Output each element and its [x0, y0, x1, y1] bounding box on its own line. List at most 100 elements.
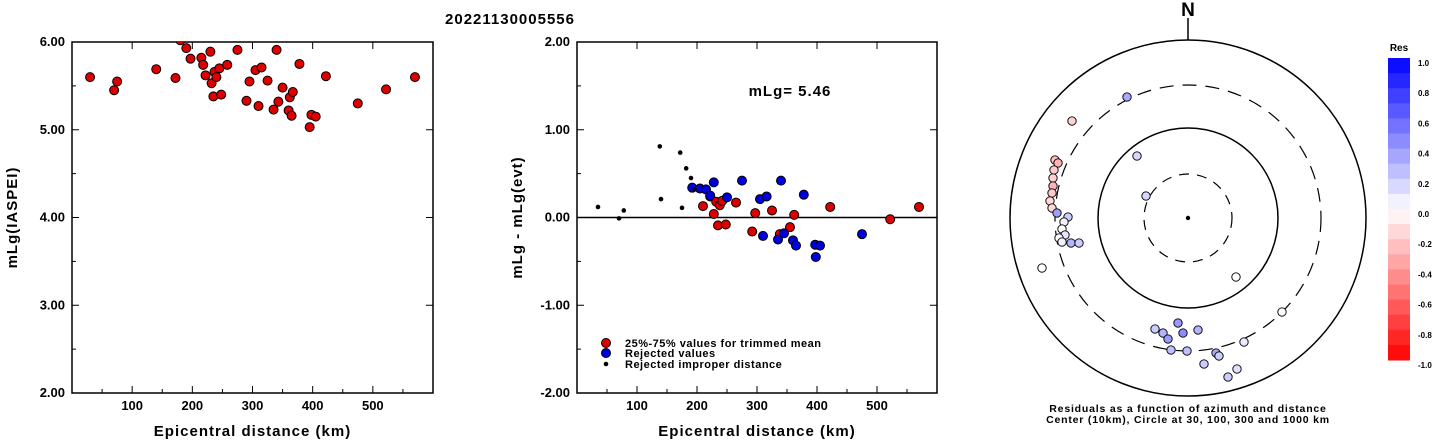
- colorbar-band: [1388, 329, 1410, 346]
- residual-point: [1052, 208, 1062, 218]
- colorbar-band: [1388, 58, 1410, 74]
- residual-point: [1132, 151, 1142, 161]
- data-point: [253, 101, 264, 112]
- residual-vs-distance-plot: 100 200 300 400 500 -2.00 -1.00 0.00 1.00 2.00 Epi…: [509, 34, 938, 440]
- residual-point: [1141, 191, 1151, 201]
- polar-caption-line1: Residuals as a function of azimuth and d…: [1049, 403, 1326, 415]
- data-point: [109, 85, 120, 96]
- colorbar-band: [1388, 314, 1410, 331]
- data-point: [170, 72, 181, 83]
- rejected-point: [779, 228, 789, 239]
- colorbar-band: [1388, 163, 1410, 180]
- colorbar-band: [1388, 254, 1410, 270]
- colorbar-tick-label: 0.8: [1418, 89, 1430, 98]
- residual-point: [1057, 237, 1067, 247]
- data-point: [181, 43, 192, 54]
- data-point: [112, 76, 123, 87]
- colorbar-band: [1388, 118, 1410, 134]
- data-point: [287, 87, 298, 98]
- legend-marker: [601, 338, 611, 348]
- residual-point: [1193, 325, 1203, 335]
- residual-point: [1049, 165, 1059, 175]
- rejected-point: [815, 240, 825, 251]
- y-tick-label: 6.00: [40, 34, 65, 49]
- y-axis-label: mLg - mLg(evt): [509, 156, 526, 278]
- data-point: [304, 122, 315, 133]
- data-point: [310, 111, 321, 122]
- trimmed-mean-point: [708, 208, 719, 219]
- data-point: [256, 62, 267, 73]
- rejected-point: [737, 175, 747, 186]
- residual-point: [1163, 334, 1173, 344]
- data-point: [222, 59, 233, 70]
- colorbar-tick-label: 0.6: [1418, 119, 1430, 128]
- x-tick-label: 200: [181, 398, 203, 413]
- trimmed-mean-point: [731, 197, 741, 208]
- rejected-point: [773, 234, 783, 245]
- x-axis-label: Epicentral distance (km): [154, 423, 351, 440]
- improper-distance-point: [616, 216, 622, 221]
- improper-distance-point: [679, 205, 685, 211]
- residual-point: [1199, 359, 1209, 369]
- ring-30km: [1143, 173, 1233, 263]
- colorbar-band: [1388, 148, 1410, 165]
- colorbar-band: [1388, 178, 1410, 195]
- colorbar-tick-label: -0.2: [1418, 240, 1432, 249]
- x-tick-label: 500: [362, 398, 384, 413]
- colorbar-tick-label: -0.8: [1418, 331, 1432, 340]
- residual-point: [1223, 372, 1233, 382]
- data-point: [241, 95, 252, 106]
- colorbar-tick-label: -0.4: [1418, 270, 1432, 279]
- data-points: [85, 42, 420, 133]
- x-axis-label: Epicentral distance (km): [658, 423, 855, 440]
- colorbar-band: [1388, 284, 1410, 301]
- residual-point: [1232, 364, 1242, 374]
- data-point: [262, 75, 273, 86]
- y-tick-label: -1.00: [540, 297, 570, 312]
- data-point: [286, 110, 297, 121]
- colorbar-band: [1388, 193, 1410, 210]
- figure-title: 20221130005556: [445, 11, 575, 28]
- data-point: [216, 89, 227, 100]
- data-point: [294, 58, 305, 69]
- legend: 25%-75% values for trimmed meanRejected …: [601, 338, 821, 371]
- residual-point: [1239, 337, 1249, 347]
- data-point: [175, 42, 185, 46]
- x-tick-label: 300: [746, 398, 768, 413]
- y-tick-label: 5.00: [40, 122, 65, 137]
- data-point: [200, 70, 211, 81]
- improper-distance-point: [683, 166, 689, 171]
- rejected-point: [722, 192, 732, 203]
- colorbar-band: [1388, 224, 1410, 240]
- improper-distance-point: [657, 144, 663, 149]
- residual-point: [1182, 346, 1192, 356]
- trimmed-mean-point: [885, 214, 896, 225]
- data-point: [273, 96, 284, 107]
- trimmed-mean-point: [698, 201, 708, 212]
- residual-point: [1122, 92, 1132, 102]
- trimmed-mean-point: [825, 201, 836, 212]
- residual-point: [1158, 328, 1168, 338]
- x-tick-label: 100: [121, 398, 143, 413]
- data-point: [185, 53, 196, 64]
- center-point: [1185, 215, 1191, 221]
- colorbar-band: [1388, 344, 1410, 361]
- data-point: [211, 72, 222, 83]
- rejected-point: [810, 251, 821, 262]
- x-tick-label: 200: [686, 398, 708, 413]
- x-tick-label: 300: [242, 398, 264, 413]
- data-point: [151, 64, 162, 75]
- colorbar-band: [1388, 299, 1410, 316]
- improper-distance-point: [688, 175, 694, 181]
- colorbar-tick-label: 0.2: [1418, 180, 1430, 189]
- y-tick-label: 0.00: [545, 210, 570, 225]
- trimmed-mean-point: [914, 201, 924, 212]
- data-point: [271, 44, 282, 55]
- colorbar-tick-label: 1.0: [1418, 59, 1430, 68]
- legend-marker: [603, 361, 609, 367]
- colorbar-tick-label: 0.0: [1418, 210, 1430, 219]
- trimmed-mean-point: [747, 226, 758, 237]
- rejected-point: [791, 240, 801, 251]
- improper-distance-point: [692, 187, 697, 192]
